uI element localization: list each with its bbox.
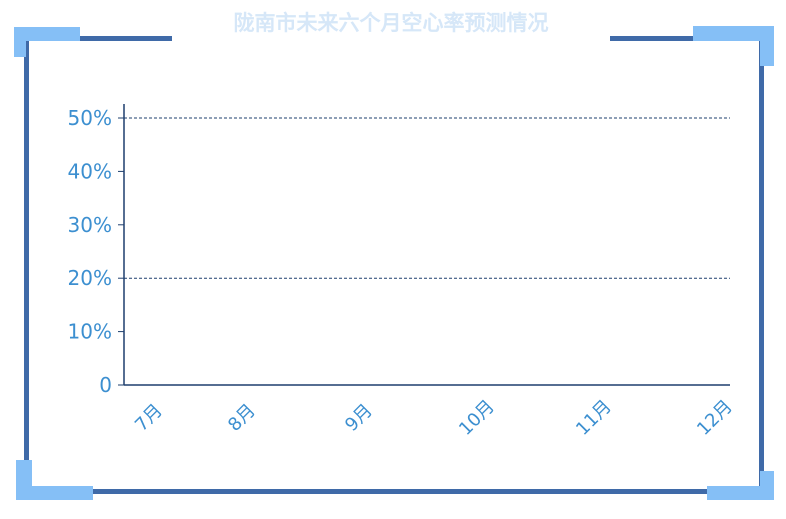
- corner-accent-bottom-right-vertical: [760, 471, 774, 500]
- y-tick-label-2: 20%: [68, 266, 112, 290]
- corner-accent-top-right: [693, 26, 774, 41]
- x-tick-label-0: 7月: [131, 400, 167, 436]
- x-tick-label-3: 10月: [455, 396, 499, 440]
- corner-accent-top-left-vertical: [14, 27, 26, 57]
- x-tick-label-2: 9月: [341, 400, 377, 436]
- x-tick-label-1: 8月: [224, 400, 260, 436]
- y-tick-label-0: 0: [99, 373, 112, 397]
- y-tick-label-1: 10%: [68, 320, 112, 344]
- corner-accent-top-left: [14, 27, 80, 41]
- y-tick-label-3: 30%: [68, 213, 112, 237]
- chart-title: 陇南市未来六个月空心率预测情况: [233, 11, 549, 35]
- y-tick-label-4: 40%: [68, 159, 112, 183]
- title-gap: [172, 22, 610, 50]
- y-tick-label-5: 50%: [68, 106, 112, 130]
- corner-accent-top-right-vertical: [760, 26, 774, 66]
- corner-accent-bottom-left: [16, 486, 93, 500]
- x-tick-label-4: 11月: [572, 396, 616, 440]
- x-tick-label-5: 12月: [693, 396, 737, 440]
- corner-accent-bottom-right: [707, 486, 774, 500]
